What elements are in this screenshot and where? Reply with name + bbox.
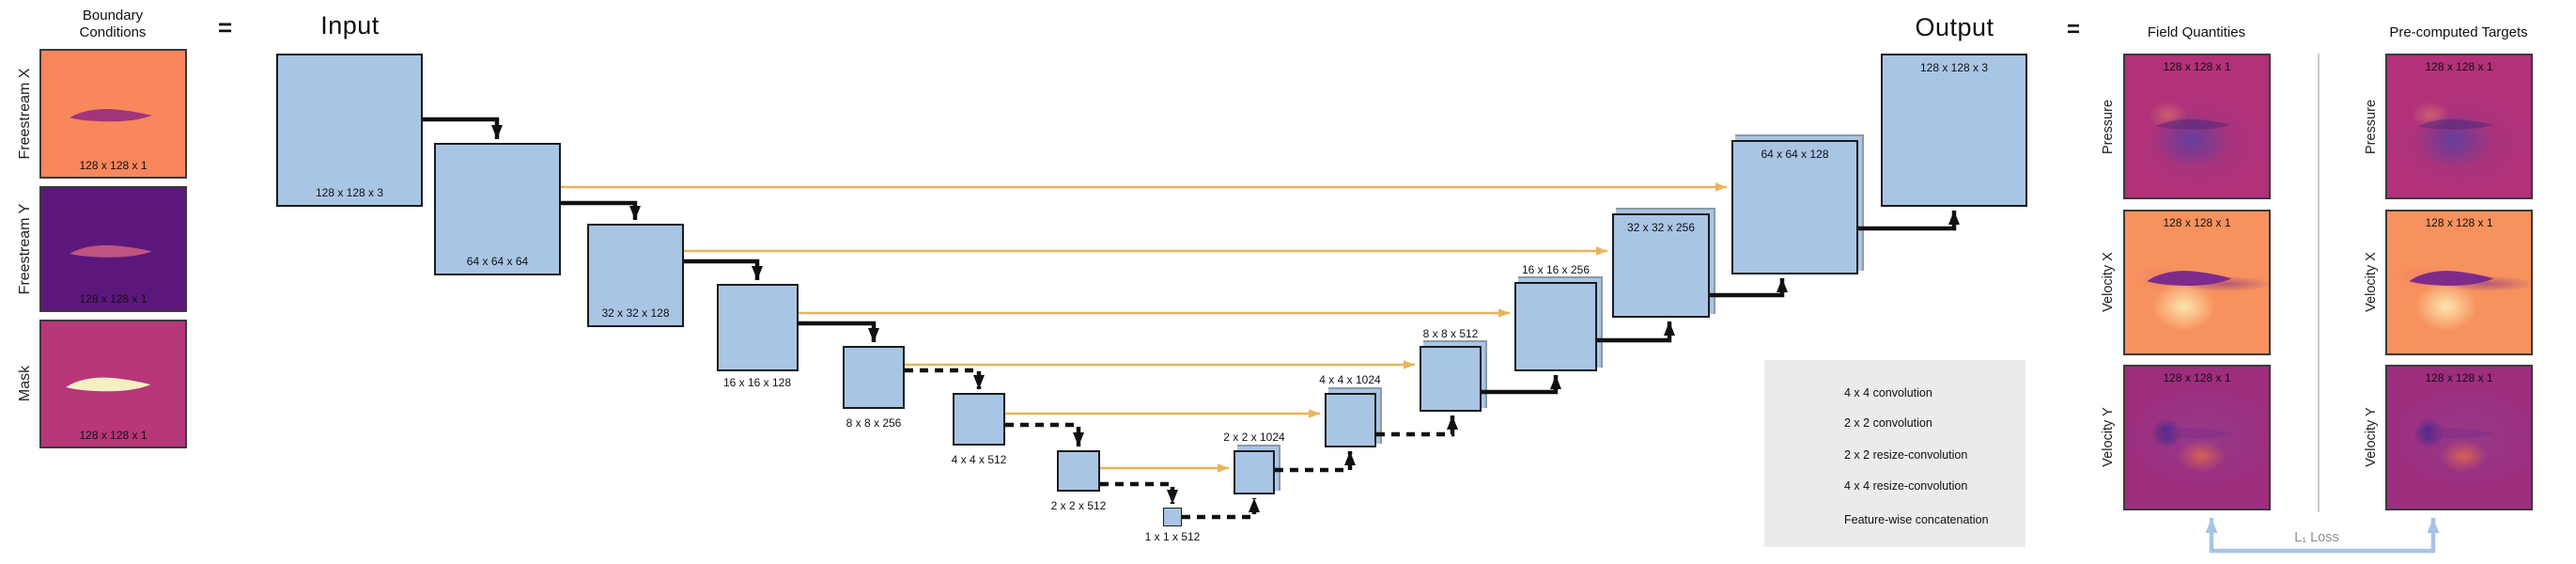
legend-box <box>1764 360 2025 547</box>
equals-left: = <box>218 13 233 41</box>
target-velocity-x-image: 128 x 128 x 1 <box>2385 210 2533 355</box>
image-size-label: 128 x 128 x 1 <box>2425 216 2493 229</box>
box-size-label: 64 x 64 x 128 <box>1761 148 1829 161</box>
column-divider <box>2318 54 2320 512</box>
freestream-y-image: 128 x 128 x 1 <box>39 186 187 312</box>
box-size-label: 2 x 2 x 1024 <box>1223 431 1285 444</box>
box-size-label: 4 x 4 x 512 <box>951 453 1007 466</box>
unet-box-dec-2 <box>1234 450 1275 494</box>
airfoil-silhouette-icon <box>2154 115 2233 133</box>
freestream-x-label: Freestream X <box>17 68 33 160</box>
field-velocity-x-label: Velocity X <box>2101 252 2116 312</box>
field-velocity-x-image: 128 x 128 x 1 <box>2123 210 2271 355</box>
unet-box-dec-32: 32 x 32 x 256 <box>1612 213 1710 318</box>
field-velocity-y-label: Velocity Y <box>2101 407 2116 467</box>
target-pressure-image: 128 x 128 x 1 <box>2385 54 2533 199</box>
box-size-label: 8 x 8 x 256 <box>846 416 902 430</box>
unet-box-enc-2 <box>1057 450 1100 492</box>
box-size-label: 8 x 8 x 512 <box>1422 327 1479 340</box>
image-size-label: 128 x 128 x 1 <box>2163 60 2231 73</box>
box-size-label: 32 x 32 x 128 <box>601 306 670 320</box>
image-size-label: 128 x 128 x 1 <box>79 292 147 306</box>
airfoil-silhouette-icon <box>2151 423 2235 443</box>
box-size-label: 2 x 2 x 512 <box>1050 499 1107 512</box>
box-size-label: 16 x 16 x 256 <box>1521 263 1591 276</box>
box-size-label: 128 x 128 x 3 <box>315 186 384 199</box>
target-pressure-label: Pressure <box>2364 99 2379 155</box>
box-size-label: 16 x 16 x 128 <box>722 376 792 389</box>
legend-item-concat: Feature-wise concatenation <box>1844 513 1989 526</box>
unet-box-enc-64: 64 x 64 x 64 <box>434 143 561 275</box>
target-velocity-y-image: 128 x 128 x 1 <box>2385 365 2533 510</box>
image-size-label: 128 x 128 x 1 <box>2163 216 2231 229</box>
l1-loss-label: L₁ Loss <box>2294 530 2339 545</box>
image-size-label: 128 x 128 x 1 <box>2163 371 2231 384</box>
box-size-label: 64 x 64 x 64 <box>466 255 529 268</box>
legend-item-resize4: 4 x 4 resize-convolution <box>1844 479 1968 493</box>
box-size-label: 1 x 1 x 512 <box>1144 530 1201 543</box>
unet-box-enc-4 <box>953 393 1005 446</box>
unet-box-dec-64: 64 x 64 x 128 <box>1731 140 1858 274</box>
image-size-label: 128 x 128 x 1 <box>2425 60 2493 73</box>
freestream-y-label: Freestream Y <box>17 203 33 295</box>
legend-item-conv2: 2 x 2 convolution <box>1844 416 1932 430</box>
airfoil-silhouette-icon <box>2413 423 2497 443</box>
unet-box-input: 128 x 128 x 3 <box>276 54 423 207</box>
image-size-label: 128 x 128 x 1 <box>79 159 147 172</box>
airfoil-silhouette-icon <box>2407 264 2496 291</box>
mask-image: 128 x 128 x 1 <box>39 320 187 448</box>
airfoil-silhouette-icon <box>2416 115 2495 133</box>
boundary-conditions-title: Boundary Conditions <box>79 8 147 40</box>
input-title: Input <box>320 11 380 39</box>
output-title: Output <box>1915 13 1994 41</box>
unet-box-dec-16 <box>1514 282 1597 371</box>
unet-box-bottleneck <box>1163 508 1182 526</box>
precomputed-targets-title: Pre-computed Targets <box>2389 24 2528 40</box>
target-velocity-y-label: Velocity Y <box>2364 407 2379 467</box>
image-size-label: 128 x 128 x 1 <box>79 429 147 442</box>
airfoil-silhouette-icon <box>68 103 154 126</box>
box-size-label: 32 x 32 x 256 <box>1626 221 1696 234</box>
freestream-x-image: 128 x 128 x 1 <box>39 49 187 179</box>
unet-box-enc-8 <box>843 346 905 409</box>
mask-label: Mask <box>17 365 33 402</box>
field-pressure-label: Pressure <box>2101 99 2116 155</box>
field-pressure-image: 128 x 128 x 1 <box>2123 54 2271 199</box>
box-size-label: 4 x 4 x 1024 <box>1319 373 1381 386</box>
airfoil-silhouette-icon <box>2145 264 2234 291</box>
conv-2x2-arrows <box>905 368 1178 504</box>
unet-box-output: 128 x 128 x 3 <box>1881 54 2027 207</box>
field-quantities-title: Field Quantities <box>2147 24 2246 40</box>
target-velocity-x-label: Velocity X <box>2364 252 2379 312</box>
airfoil-silhouette-icon <box>64 371 153 397</box>
equals-right: = <box>2067 17 2081 42</box>
box-size-label: 128 x 128 x 3 <box>1919 61 1989 74</box>
unet-box-enc-32: 32 x 32 x 128 <box>587 224 684 327</box>
legend-item-conv4: 4 x 4 convolution <box>1844 386 1932 400</box>
image-size-label: 128 x 128 x 1 <box>2425 371 2493 384</box>
unet-box-dec-4 <box>1325 393 1376 447</box>
airfoil-silhouette-icon <box>68 240 154 261</box>
field-velocity-y-image: 128 x 128 x 1 <box>2123 365 2271 510</box>
unet-box-dec-8 <box>1420 346 1482 412</box>
legend-item-resize2: 2 x 2 resize-convolution <box>1844 448 1968 462</box>
unet-box-enc-16 <box>717 284 799 371</box>
